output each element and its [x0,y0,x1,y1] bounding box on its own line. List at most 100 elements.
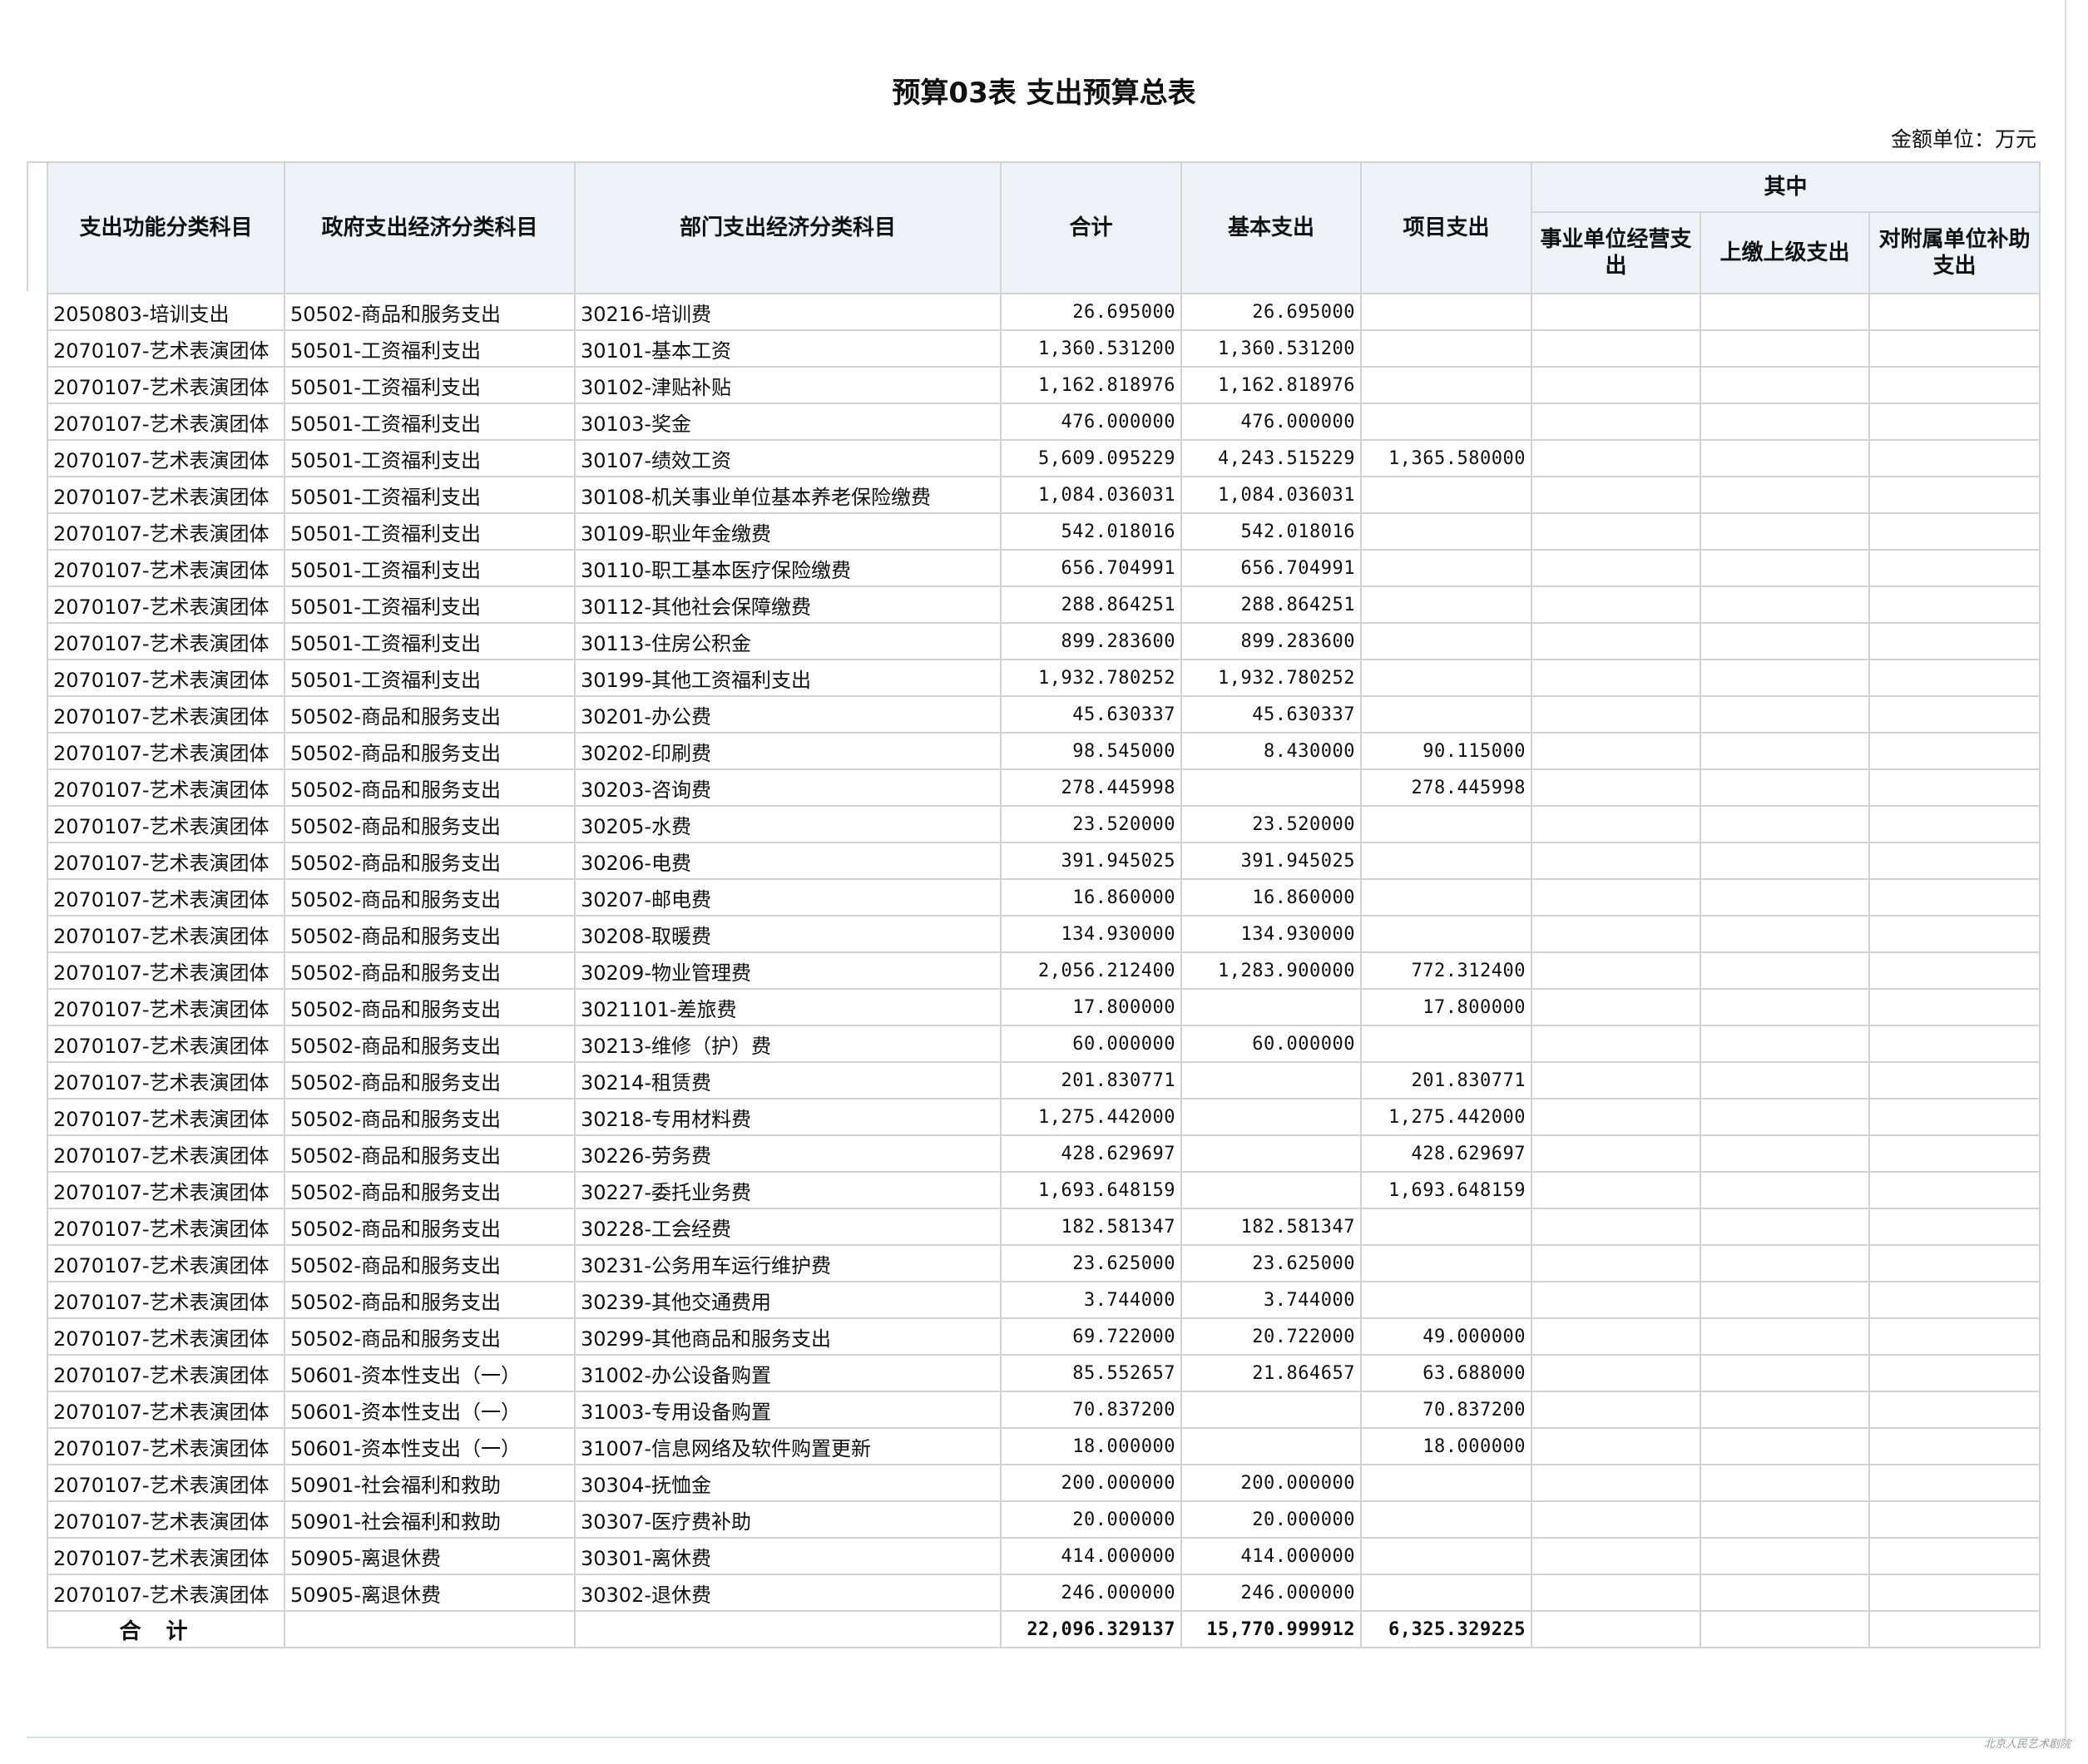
total-cell: 200.000000 [1000,1464,1182,1502]
project-cell [1360,842,1532,880]
project-cell [1360,329,1532,368]
biz-cell [1531,768,1701,807]
biz-cell [1531,329,1701,368]
basic-cell: 1,283.900000 [1180,951,1362,990]
total-cell: 542.018016 [1000,512,1182,551]
basic-cell: 23.625000 [1180,1244,1362,1282]
upper-cell [1700,1244,1870,1282]
project-cell [1360,1537,1532,1575]
biz-cell [1531,1098,1701,1136]
total-cell: 182.581347 [1000,1208,1182,1246]
table-row: 2070107-艺术表演团体 50502-商品和服务支出 30209-物业管理费 2,… [47,951,2041,990]
gov-cell: 50502-商品和服务支出 [284,878,576,917]
dept-cell: 3021101-差旅费 [574,988,1002,1026]
subsidy-cell [1868,1134,2041,1173]
subsidy-cell [1868,988,2041,1026]
subsidy-cell [1868,1061,2041,1099]
total-cell: 2,056.212400 [1000,951,1182,990]
biz-cell [1531,878,1701,917]
dept-cell: 30109-职业年金缴费 [574,512,1002,551]
basic-cell: 23.520000 [1180,805,1362,843]
table-row: 2070107-艺术表演团体 50502-商品和服务支出 30299-其他商品和服务… [47,1317,2041,1356]
total-cell: 20.000000 [1000,1500,1182,1539]
dept-cell: 30231-公务用车运行维护费 [574,1244,1002,1282]
gov-cell: 50502-商品和服务支出 [284,1061,576,1099]
basic-cell [1180,1427,1362,1465]
gov-cell: 50501-工资福利支出 [284,366,576,404]
upper-cell [1700,1391,1870,1429]
total-empty-cell [284,1610,576,1648]
header-dept: 部门支出经济分类科目 [574,161,1002,294]
project-cell [1360,1208,1532,1246]
subsidy-cell [1868,1281,2041,1319]
table-row: 2070107-艺术表演团体 50502-商品和服务支出 30218-专用材料费 1,… [47,1098,2041,1136]
gov-cell: 50905-离退休费 [284,1574,576,1612]
project-cell: 1,693.648159 [1360,1171,1532,1209]
subsidy-cell [1868,805,2041,843]
biz-cell [1531,1208,1701,1246]
upper-cell [1700,1134,1870,1173]
project-cell [1360,1025,1532,1063]
upper-cell [1700,915,1870,953]
amount-unit-label: 金额单位：万元 [1890,127,2036,151]
table-row: 2070107-艺术表演团体 50601-资本性支出（一） 31002-办公设备购置… [47,1354,2041,1392]
header-gov: 政府支出经济分类科目 [284,161,576,294]
biz-cell [1531,1537,1701,1575]
basic-cell: 26.695000 [1180,293,1362,331]
dept-cell: 30216-培训费 [574,293,1002,331]
upper-cell [1700,1098,1870,1136]
basic-cell: 1,360.531200 [1180,329,1362,368]
dept-cell: 30302-退休费 [574,1574,1002,1612]
func-cell: 2070107-艺术表演团体 [47,622,285,660]
table-row: 2070107-艺术表演团体 50501-工资福利支出 30109-职业年金缴费 54… [47,512,2041,551]
func-cell: 2070107-艺术表演团体 [47,1061,285,1099]
table-row: 2070107-艺术表演团体 50502-商品和服务支出 30214-租赁费 201.… [47,1061,2041,1099]
gov-cell: 50502-商品和服务支出 [284,988,576,1026]
project-cell [1360,915,1532,953]
table-row: 2070107-艺术表演团体 50501-工资福利支出 30101-基本工资 1,36… [47,329,2041,368]
total-empty-cell [1531,1610,1701,1648]
total-project: 6,325.329225 [1360,1610,1532,1648]
upper-cell [1700,695,1870,734]
dept-cell: 30299-其他商品和服务支出 [574,1317,1002,1356]
project-cell: 17.800000 [1360,988,1532,1026]
project-cell: 18.000000 [1360,1427,1532,1465]
biz-cell [1531,366,1701,404]
dept-cell: 30103-奖金 [574,403,1002,441]
dept-cell: 30218-专用材料费 [574,1098,1002,1136]
func-cell: 2070107-艺术表演团体 [47,768,285,807]
biz-cell [1531,1354,1701,1392]
gov-cell: 50502-商品和服务支出 [284,732,576,770]
dept-cell: 30107-绩效工资 [574,439,1002,477]
dept-cell: 30112-其他社会保障缴费 [574,586,1002,624]
table-row: 2070107-艺术表演团体 50502-商品和服务支出 30213-维修（护）费 6… [47,1025,2041,1063]
project-cell [1360,1464,1532,1502]
upper-cell [1700,1171,1870,1209]
project-cell [1360,586,1532,624]
gov-cell: 50501-工资福利支出 [284,622,576,660]
header-subsidy: 对附属单位补助支出 [1868,210,2041,295]
table-row: 2070107-艺术表演团体 50502-商品和服务支出 30203-咨询费 278.… [47,768,2041,807]
header-upper: 上缴上级支出 [1700,210,1870,295]
row-header-stub [27,161,48,291]
basic-cell: 4,243.515229 [1180,439,1362,477]
gov-cell: 50501-工资福利支出 [284,549,576,587]
upper-cell [1700,1500,1870,1539]
upper-cell [1700,476,1870,514]
table-row: 2070107-艺术表演团体 50501-工资福利支出 30108-机关事业单位基本… [47,476,2041,514]
dept-cell: 30206-电费 [574,842,1002,880]
total-empty-cell [1700,1610,1870,1648]
table-row: 2070107-艺术表演团体 50905-离退休费 30302-退休费 246.000… [47,1574,2041,1612]
basic-cell [1180,988,1362,1026]
project-cell: 90.115000 [1360,732,1532,770]
basic-cell: 20.722000 [1180,1317,1362,1356]
dept-cell: 30207-邮电费 [574,878,1002,917]
table-row: 2070107-艺术表演团体 50601-资本性支出（一） 31007-信息网络及软… [47,1427,2041,1465]
project-cell [1360,512,1532,551]
dept-cell: 31003-专用设备购置 [574,1391,1002,1429]
dept-cell: 30205-水费 [574,805,1002,843]
gov-cell: 50502-商品和服务支出 [284,1208,576,1246]
gov-cell: 50501-工资福利支出 [284,329,576,368]
project-cell: 428.629697 [1360,1134,1532,1173]
biz-cell [1531,1244,1701,1282]
